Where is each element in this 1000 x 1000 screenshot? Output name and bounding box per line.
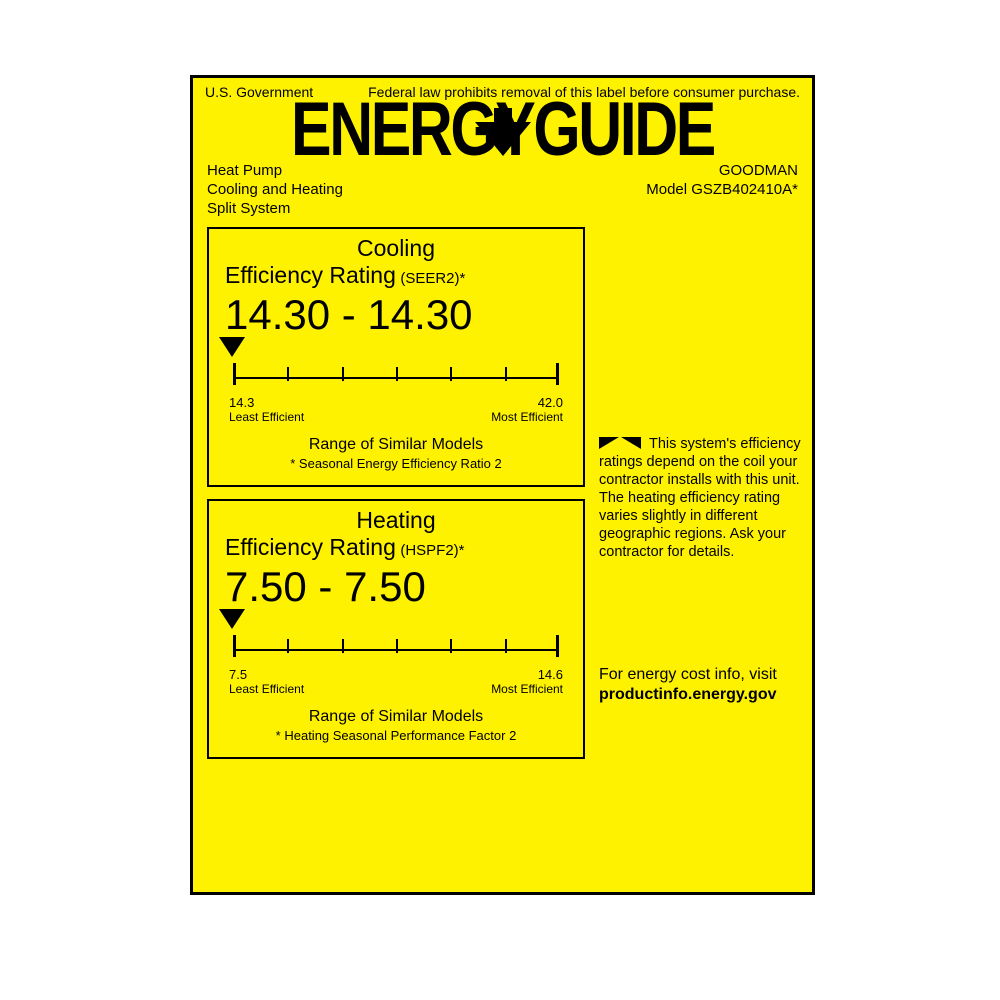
product-model: Model GSZB402410A*: [646, 181, 798, 200]
cost-info: For energy cost info, visit productinfo.…: [599, 665, 809, 707]
heating-scale: [233, 635, 559, 665]
heating-rating-box: Heating Efficiency Rating (HSPF2)* 7.50 …: [207, 499, 585, 759]
cooling-rating-box: Cooling Efficiency Rating (SEER2)* 14.30…: [207, 227, 585, 487]
heating-tick: [556, 635, 559, 657]
heating-tick: [505, 639, 507, 653]
cooling-pointer-icon: [219, 337, 245, 357]
cooling-tick: [556, 363, 559, 385]
heating-range-caption: Range of Similar Models: [225, 708, 567, 726]
heating-tick: [396, 639, 398, 653]
heating-scale-max: 14.6: [538, 667, 563, 682]
cooling-scale-labels: 14.3 42.0: [229, 395, 563, 410]
heating-range-value: 7.50 - 7.50: [225, 563, 567, 611]
cooling-range-caption: Range of Similar Models: [225, 436, 567, 454]
cooling-title-line: Efficiency Rating (SEER2)*: [225, 262, 567, 289]
bowtie-icon: [599, 437, 641, 449]
cooling-scale: [233, 363, 559, 393]
heating-tick: [342, 639, 344, 653]
cost-info-line1: For energy cost info, visit: [599, 665, 809, 686]
cooling-tick: [287, 367, 289, 381]
heating-most-label: Most Efficient: [491, 682, 563, 696]
heating-tick: [233, 635, 236, 657]
heating-scale-labels: 7.5 14.6: [229, 667, 563, 682]
side-note: This system's efficiency ratings depend …: [599, 435, 805, 562]
cost-info-url: productinfo.energy.gov: [599, 685, 809, 706]
cooling-scale-min: 14.3: [229, 395, 254, 410]
heating-title-line: Efficiency Rating (HSPF2)*: [225, 534, 567, 561]
cooling-tick: [505, 367, 507, 381]
side-note-text: This system's efficiency ratings depend …: [599, 436, 801, 561]
ratings-column: Cooling Efficiency Rating (SEER2)* 14.30…: [207, 227, 585, 759]
cooling-tick: [450, 367, 452, 381]
cooling-scale-sublabels: Least Efficient Most Efficient: [229, 410, 563, 424]
cooling-footnote: * Seasonal Energy Efficiency Ratio 2: [225, 456, 567, 471]
heating-tick: [450, 639, 452, 653]
cooling-metric: (SEER2)*: [400, 270, 465, 287]
heating-least-label: Least Efficient: [229, 682, 304, 696]
cooling-tick: [342, 367, 344, 381]
cooling-scale-max: 42.0: [538, 395, 563, 410]
heating-title1: Heating: [225, 507, 567, 534]
cooling-least-label: Least Efficient: [229, 410, 304, 424]
heating-title2: Efficiency Rating: [225, 534, 396, 560]
heating-metric: (HSPF2)*: [400, 542, 464, 559]
energyguide-logo-text: ENERGYGUIDE: [255, 96, 750, 164]
cooling-tick: [233, 363, 236, 385]
product-type-line3: Split System: [207, 200, 343, 219]
cooling-most-label: Most Efficient: [491, 410, 563, 424]
logo-block: ENERGYGUIDE: [193, 96, 812, 156]
cooling-range-value: 14.30 - 14.30: [225, 291, 567, 339]
heating-tick: [287, 639, 289, 653]
body-area: Cooling Efficiency Rating (SEER2)* 14.30…: [193, 227, 812, 785]
heating-scale-min: 7.5: [229, 667, 247, 682]
energyguide-label: U.S. Government Federal law prohibits re…: [190, 75, 815, 895]
cooling-tick: [396, 367, 398, 381]
heating-pointer-icon: [219, 609, 245, 629]
product-type-line2: Cooling and Heating: [207, 181, 343, 200]
cooling-title1: Cooling: [225, 235, 567, 262]
cooling-title2: Efficiency Rating: [225, 262, 396, 288]
heating-footnote: * Heating Seasonal Performance Factor 2: [225, 728, 567, 743]
heating-scale-sublabels: Least Efficient Most Efficient: [229, 682, 563, 696]
